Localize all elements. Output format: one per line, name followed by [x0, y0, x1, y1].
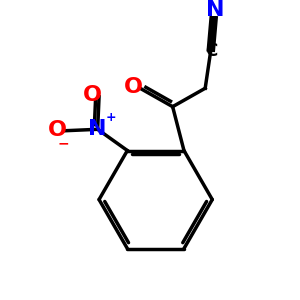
- Text: −: −: [58, 136, 70, 151]
- Text: C: C: [205, 43, 217, 61]
- Text: O: O: [48, 120, 67, 140]
- Text: O: O: [124, 77, 142, 97]
- Text: N: N: [206, 0, 224, 20]
- Text: N: N: [88, 119, 107, 139]
- Text: O: O: [82, 85, 101, 105]
- Text: +: +: [106, 111, 116, 124]
